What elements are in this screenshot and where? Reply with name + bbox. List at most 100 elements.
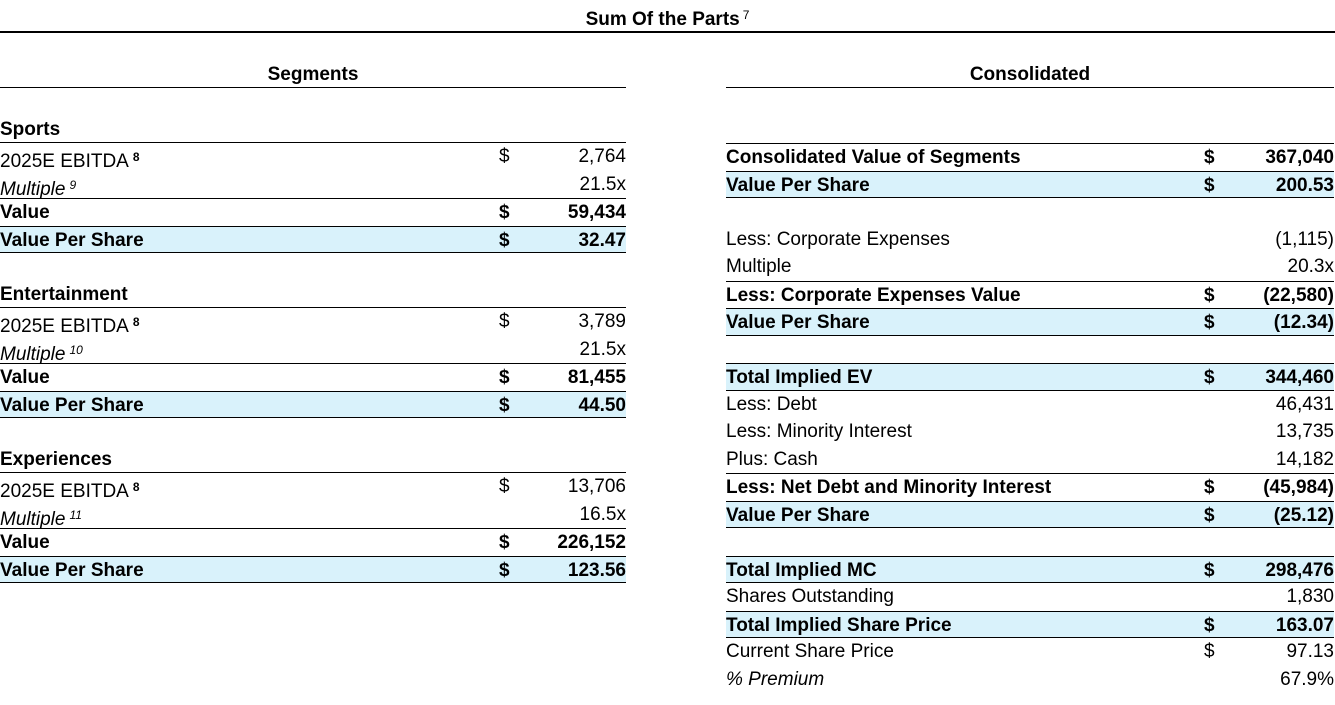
row-label: Less: Debt xyxy=(726,393,817,415)
row-value: (45,984) xyxy=(1263,477,1334,498)
row-label: Value xyxy=(0,532,50,553)
table-row: Current Share Price $97.13 xyxy=(726,638,1334,666)
row-label: 2025E EBITDA 8 xyxy=(0,475,140,504)
segment-name-row: Sports xyxy=(0,116,626,143)
currency-symbol: $ xyxy=(499,202,510,223)
currency-symbol: $ xyxy=(499,476,510,497)
currency-symbol: $ xyxy=(1204,367,1215,388)
currency-symbol: $ xyxy=(1204,147,1215,168)
currency-symbol: $ xyxy=(1204,614,1215,636)
row-label: % Premium xyxy=(726,668,825,690)
currency-symbol: $ xyxy=(1204,504,1215,526)
table-row: Multiple 10 21.5x xyxy=(0,336,626,365)
table-row: Value $226,152 xyxy=(0,528,626,556)
table-row: Plus: Cash 14,182 xyxy=(726,446,1334,474)
currency-symbol: $ xyxy=(499,311,510,332)
row-value: 20.3x xyxy=(1287,256,1334,277)
row-value: 344,460 xyxy=(1265,367,1334,388)
table-row: Value $59,434 xyxy=(0,198,626,226)
spacer xyxy=(726,116,1334,144)
spacer xyxy=(0,253,626,281)
table-row-highlight: Value Per Share $ (12.34) xyxy=(726,308,1334,336)
table-row: Shares Outstanding 1,830 xyxy=(726,583,1334,611)
row-label: Less: Corporate Expenses Value xyxy=(726,284,1021,306)
row-value: 32.47 xyxy=(578,229,626,251)
currency-symbol: $ xyxy=(499,394,510,416)
table-row: Less: Net Debt and Minority Interest $ (45… xyxy=(726,473,1334,501)
footnote-ref: 11 xyxy=(69,507,82,522)
row-label: Shares Outstanding xyxy=(726,586,894,607)
row-label: Less: Corporate Expenses xyxy=(726,228,950,250)
table-row: Value $81,455 xyxy=(0,363,626,391)
page-title: Sum Of the Parts 7 xyxy=(0,8,1335,31)
row-value: (25.12) xyxy=(1273,504,1334,526)
row-value: 14,182 xyxy=(1275,448,1334,470)
label-text: 2025E EBITDA xyxy=(0,316,129,337)
table-row-highlight: Value Per Share $32.47 xyxy=(0,225,626,253)
row-label: 2025E EBITDA 8 xyxy=(0,310,140,339)
label-text: Multiple xyxy=(0,178,66,200)
segments-header: Segments xyxy=(0,60,626,88)
table-row: Multiple 20.3x xyxy=(726,253,1334,281)
spacer xyxy=(726,198,1334,226)
segment-name: Experiences xyxy=(0,448,112,470)
row-value: 46,431 xyxy=(1275,393,1334,415)
currency-symbol: $ xyxy=(499,146,510,167)
segment-name: Entertainment xyxy=(0,283,128,305)
row-value: 367,040 xyxy=(1265,147,1334,168)
currency-symbol: $ xyxy=(499,532,510,553)
title-text: Sum Of the Parts xyxy=(585,9,740,30)
currency-symbol: $ xyxy=(1204,174,1215,196)
row-label: Multiple 9 xyxy=(0,173,76,202)
currency-symbol: $ xyxy=(499,367,510,388)
consolidated-header: Consolidated xyxy=(726,60,1334,88)
row-value: 163.07 xyxy=(1275,614,1334,636)
table-row: 2025E EBITDA 8 $3,789 xyxy=(0,308,626,339)
row-value: 21.5x xyxy=(579,338,626,360)
currency-symbol: $ xyxy=(1204,312,1215,333)
row-label: Value Per Share xyxy=(0,559,144,581)
row-label: Multiple 11 xyxy=(0,503,82,532)
row-label: Value Per Share xyxy=(0,394,144,416)
row-value: 21.5x xyxy=(579,173,626,195)
label-text: 2025E EBITDA xyxy=(0,481,129,502)
title-rule xyxy=(0,31,1335,33)
spacer xyxy=(726,88,1334,116)
row-value: 81,455 xyxy=(567,367,626,388)
row-label: Current Share Price xyxy=(726,641,894,662)
table-row-highlight: Value Per Share $ (25.12) xyxy=(726,500,1334,528)
row-label: Value Per Share xyxy=(0,229,144,251)
row-label: Less: Net Debt and Minority Interest xyxy=(726,477,1052,498)
row-value: 67.9% xyxy=(1280,668,1334,690)
table-row: Less: Corporate Expenses Value $ (22,580) xyxy=(726,280,1334,309)
segment-name: Sports xyxy=(0,118,61,140)
row-value: 3,789 xyxy=(578,311,626,332)
row-value: 44.50 xyxy=(578,394,626,416)
row-value: 226,152 xyxy=(557,532,626,553)
table-row: Less: Corporate Expenses (1,115) xyxy=(726,226,1334,254)
row-value: (12.34) xyxy=(1273,312,1334,333)
footnote-ref: 10 xyxy=(69,342,83,357)
label-text: 2025E EBITDA xyxy=(0,151,129,172)
currency-symbol: $ xyxy=(499,559,510,581)
table-row: Consolidated Value of Segments $367,040 xyxy=(726,143,1334,171)
row-label: Total Implied Share Price xyxy=(726,614,952,636)
row-value: 2,764 xyxy=(578,146,626,167)
row-value: (22,580) xyxy=(1263,284,1334,306)
row-label: 2025E EBITDA 8 xyxy=(0,145,140,174)
row-value: 123.56 xyxy=(567,559,626,581)
row-value: 13,735 xyxy=(1275,421,1334,442)
row-value: 97.13 xyxy=(1286,641,1334,662)
title-footnote: 7 xyxy=(742,8,750,22)
row-value: 13,706 xyxy=(567,476,626,497)
table-row-highlight: Total Implied EV $344,460 xyxy=(726,363,1334,391)
footnote-ref: 9 xyxy=(69,177,77,192)
table-row-highlight: Total Implied Share Price $163.07 xyxy=(726,610,1334,638)
row-label: Less: Minority Interest xyxy=(726,421,912,442)
footnote-ref: 8 xyxy=(132,315,140,329)
segment-name-row: Experiences xyxy=(0,446,626,473)
row-label: Value Per Share xyxy=(726,174,870,196)
table-row: % Premium 67.9% xyxy=(726,666,1334,694)
row-value: 16.5x xyxy=(579,503,626,525)
row-label: Value xyxy=(0,367,50,388)
